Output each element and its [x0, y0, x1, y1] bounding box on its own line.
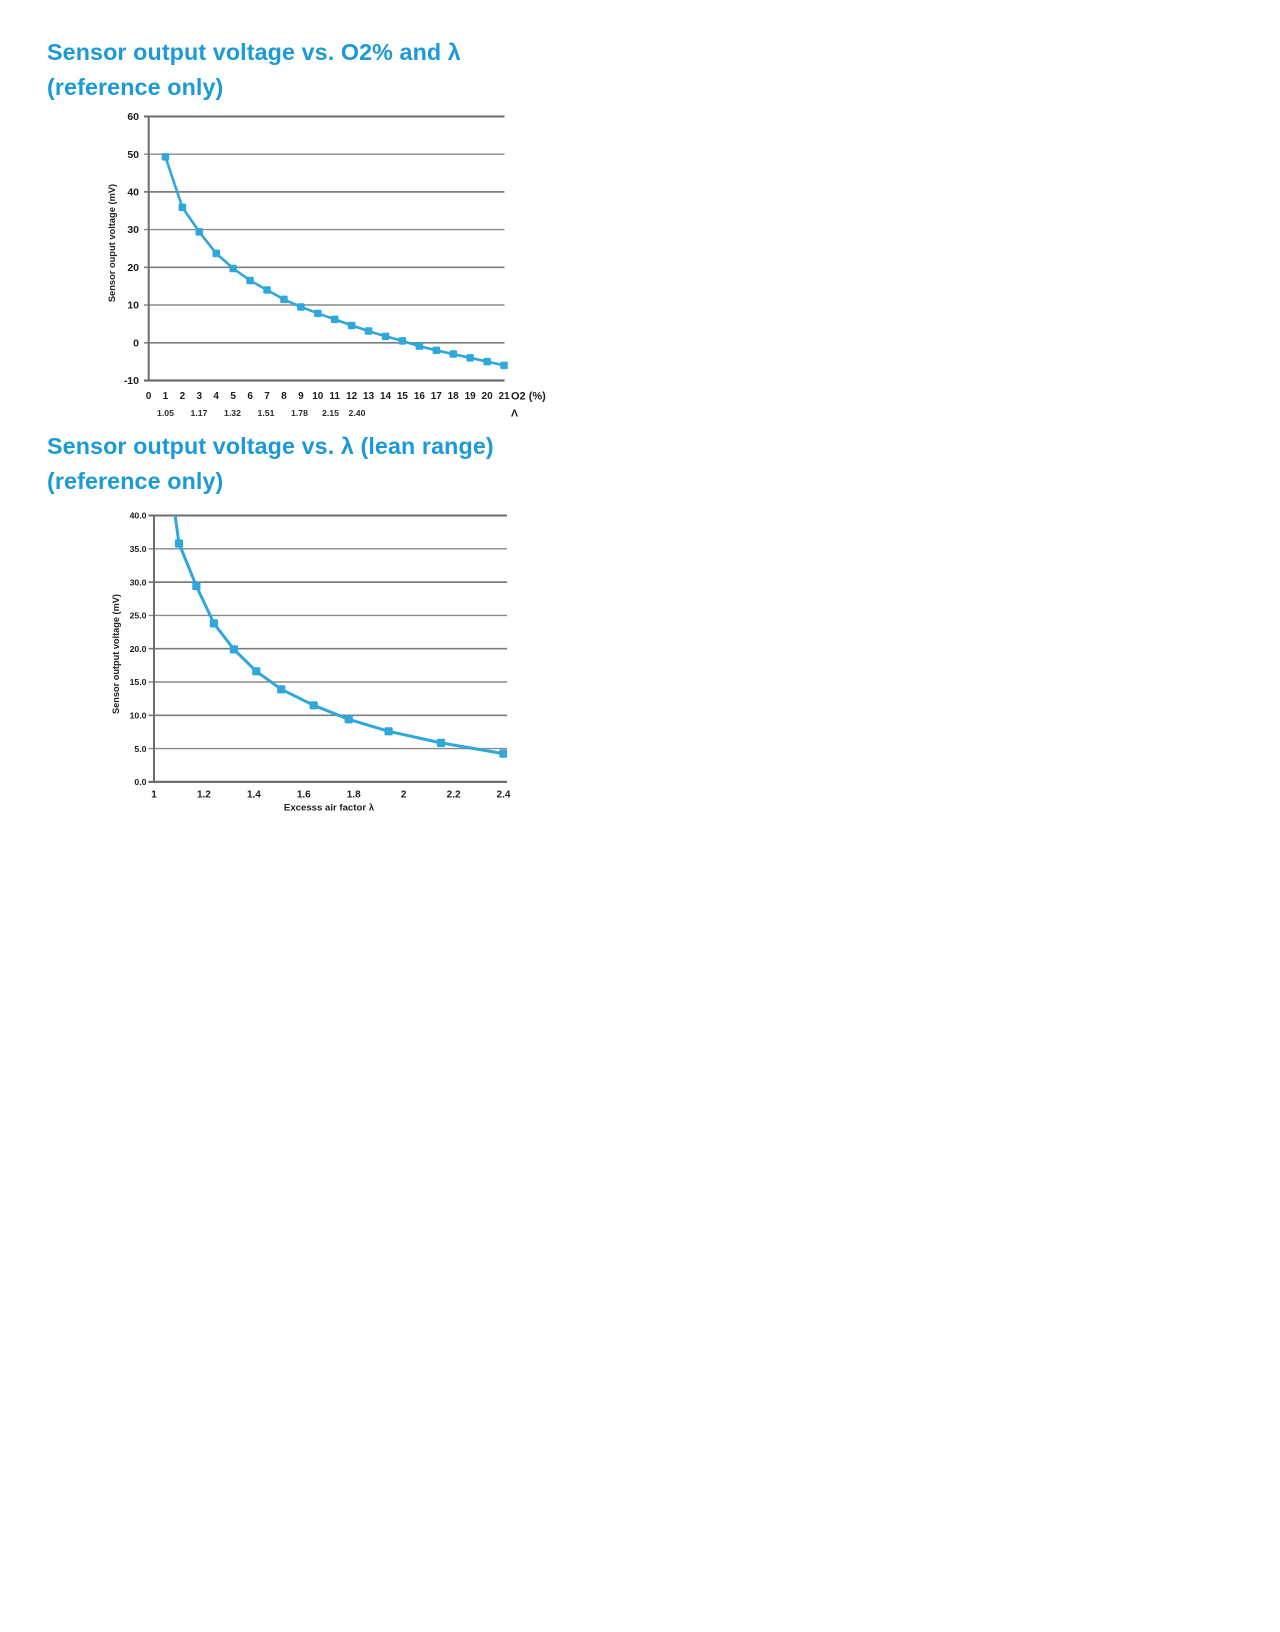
svg-text:60: 60	[127, 111, 139, 123]
svg-text:-10: -10	[124, 375, 139, 387]
svg-text:10: 10	[312, 391, 324, 402]
svg-text:15: 15	[397, 391, 409, 402]
svg-text:1.6: 1.6	[297, 790, 311, 801]
svg-text:35.0: 35.0	[130, 544, 147, 554]
svg-text:1.4: 1.4	[247, 790, 261, 801]
svg-text:1: 1	[163, 391, 169, 402]
svg-text:20.0: 20.0	[130, 644, 147, 654]
svg-text:Sensor ouput voltage (mV): Sensor ouput voltage (mV)	[107, 184, 117, 302]
svg-text:5.0: 5.0	[134, 744, 146, 754]
svg-text:1: 1	[151, 790, 157, 801]
svg-text:3: 3	[197, 391, 203, 402]
svg-text:10.0: 10.0	[130, 711, 147, 721]
svg-text:7: 7	[264, 391, 270, 402]
svg-text:2.2: 2.2	[447, 790, 461, 801]
svg-text:2.40: 2.40	[349, 408, 366, 418]
svg-text:16: 16	[414, 391, 426, 402]
svg-text:0.0: 0.0	[134, 777, 146, 787]
svg-text:40.0: 40.0	[130, 511, 147, 521]
svg-text:0: 0	[133, 337, 139, 349]
svg-text:Λ: Λ	[511, 408, 518, 420]
svg-text:1.8: 1.8	[347, 790, 361, 801]
svg-text:1.78: 1.78	[291, 408, 308, 418]
svg-text:0: 0	[146, 391, 152, 402]
svg-text:2: 2	[180, 391, 186, 402]
svg-text:13: 13	[363, 391, 375, 402]
svg-text:9: 9	[298, 391, 304, 402]
svg-text:5: 5	[230, 391, 236, 402]
svg-text:20: 20	[482, 391, 494, 402]
svg-text:2: 2	[401, 790, 407, 801]
svg-text:10: 10	[127, 300, 139, 312]
svg-text:12: 12	[346, 391, 358, 402]
svg-text:30.0: 30.0	[130, 577, 147, 587]
svg-text:19: 19	[465, 391, 477, 402]
svg-text:14: 14	[380, 391, 392, 402]
svg-text:11: 11	[329, 391, 340, 402]
svg-text:1.51: 1.51	[258, 408, 275, 418]
svg-text:17: 17	[431, 391, 443, 402]
svg-text:6: 6	[247, 391, 253, 402]
svg-text:4: 4	[213, 391, 219, 402]
svg-text:40: 40	[127, 187, 139, 199]
svg-text:50: 50	[127, 149, 139, 161]
svg-text:20: 20	[127, 262, 139, 274]
svg-text:Excesss air factor λ: Excesss air factor λ	[284, 803, 375, 814]
svg-text:15.0: 15.0	[130, 677, 147, 687]
svg-text:30: 30	[127, 224, 139, 236]
svg-text:1.32: 1.32	[224, 408, 241, 418]
svg-text:2.15: 2.15	[322, 408, 339, 418]
svg-text:18: 18	[448, 391, 460, 402]
svg-text:O2 (%): O2 (%)	[511, 391, 546, 403]
svg-text:1.2: 1.2	[197, 790, 211, 801]
svg-text:2.4: 2.4	[497, 790, 511, 801]
svg-text:1.17: 1.17	[191, 408, 208, 418]
svg-text:Sensor output voltage (mV): Sensor output voltage (mV)	[111, 594, 121, 714]
svg-text:21: 21	[498, 391, 510, 402]
svg-text:8: 8	[281, 391, 287, 402]
svg-text:25.0: 25.0	[130, 611, 147, 621]
svg-text:1.05: 1.05	[157, 408, 174, 418]
